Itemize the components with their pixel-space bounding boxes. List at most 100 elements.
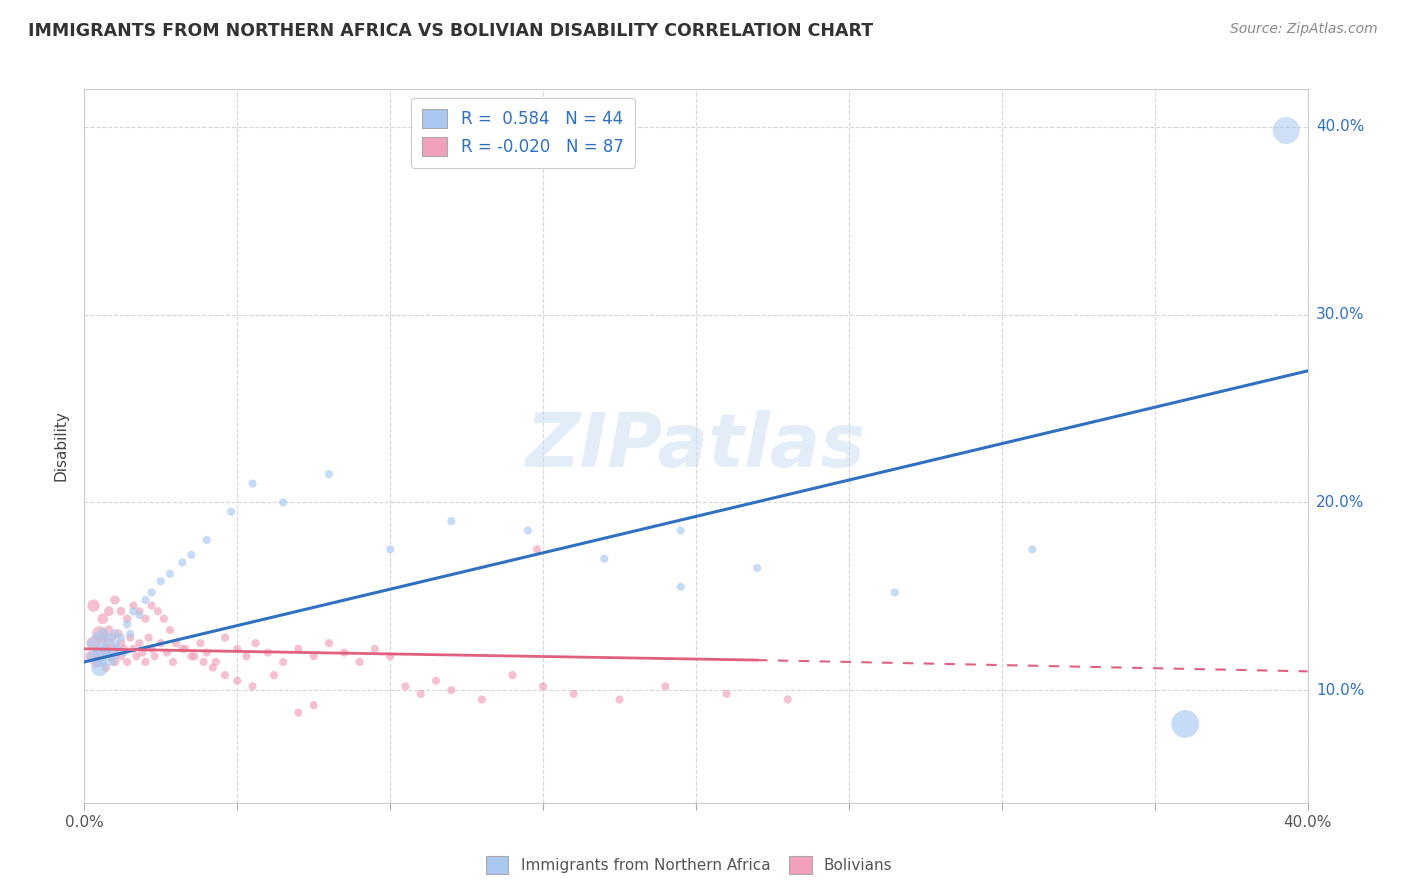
Point (1275, 123, 1298, 137)
Point (101, 646, 124, 660)
Point (201, 660, 224, 674)
Point (89, 627, 111, 641)
Point (94, 660, 117, 674)
Point (214, 631, 236, 645)
Point (94, 636, 117, 650)
Point (271, 495, 294, 509)
Point (226, 641, 249, 656)
Point (86, 655, 108, 669)
Point (135, 655, 157, 669)
Point (79, 636, 101, 650)
Text: 40.0%: 40.0% (1316, 120, 1364, 135)
Point (89, 646, 111, 660)
Point (172, 556, 194, 570)
Point (97, 636, 120, 650)
Point (333, 646, 356, 660)
Point (526, 542, 548, 557)
Point (138, 631, 160, 645)
Point (143, 649, 166, 664)
Point (235, 649, 257, 664)
Point (302, 649, 325, 664)
Point (91, 627, 114, 641)
Point (531, 679, 554, 693)
Point (183, 649, 205, 664)
Text: 30.0%: 30.0% (1316, 307, 1364, 322)
Point (440, 514, 463, 528)
Point (110, 631, 132, 645)
Point (97, 623, 120, 637)
Point (747, 561, 769, 575)
Point (141, 641, 163, 656)
Point (214, 668, 236, 682)
Point (112, 646, 135, 660)
Point (195, 533, 218, 547)
Point (654, 679, 676, 693)
Point (101, 649, 124, 664)
Point (149, 574, 172, 589)
Point (669, 580, 692, 594)
Point (141, 585, 163, 599)
Point (122, 641, 145, 656)
Point (516, 524, 538, 538)
Point (349, 655, 371, 669)
Point (104, 641, 127, 656)
Point (91, 612, 114, 626)
Y-axis label: Disability: Disability (53, 410, 69, 482)
Point (159, 566, 181, 581)
Point (716, 687, 738, 701)
Point (287, 706, 309, 720)
Point (440, 683, 463, 698)
Point (195, 646, 218, 660)
Text: 10.0%: 10.0% (1316, 682, 1364, 698)
Point (128, 636, 150, 650)
Point (669, 524, 692, 538)
Point (425, 673, 447, 688)
Point (245, 636, 267, 650)
Point (593, 551, 616, 566)
Point (135, 593, 157, 607)
Point (89, 660, 111, 674)
Point (83, 599, 105, 613)
Point (141, 599, 163, 613)
Point (502, 668, 524, 682)
Point (104, 627, 127, 641)
Point (318, 636, 340, 650)
Point (162, 655, 184, 669)
Point (193, 655, 215, 669)
Text: 20.0%: 20.0% (1316, 495, 1364, 510)
Point (97, 631, 120, 645)
Point (115, 655, 138, 669)
Point (86, 631, 108, 645)
Point (226, 673, 249, 688)
Point (883, 585, 905, 599)
Point (120, 631, 142, 645)
Text: ZIPatlas: ZIPatlas (526, 409, 866, 483)
Point (104, 636, 127, 650)
Text: IMMIGRANTS FROM NORTHERN AFRICA VS BOLIVIAN DISABILITY CORRELATION CHART: IMMIGRANTS FROM NORTHERN AFRICA VS BOLIV… (28, 22, 873, 40)
Point (172, 641, 194, 656)
Point (94, 646, 117, 660)
Point (409, 687, 432, 701)
Point (380, 649, 402, 664)
Point (776, 692, 799, 706)
Point (205, 655, 228, 669)
Point (115, 617, 138, 632)
Point (101, 655, 124, 669)
Point (1174, 717, 1197, 731)
Point (302, 698, 325, 713)
Point (263, 668, 285, 682)
Point (609, 692, 631, 706)
Point (135, 612, 157, 626)
Point (83, 649, 105, 664)
Point (219, 505, 242, 519)
Point (101, 631, 124, 645)
Point (180, 548, 202, 562)
Point (110, 604, 132, 618)
Point (107, 627, 129, 641)
Point (146, 604, 169, 618)
Point (122, 599, 145, 613)
Legend: Immigrants from Northern Africa, Bolivians: Immigrants from Northern Africa, Bolivia… (479, 850, 898, 880)
Point (159, 623, 181, 637)
Point (271, 655, 294, 669)
Point (287, 641, 309, 656)
